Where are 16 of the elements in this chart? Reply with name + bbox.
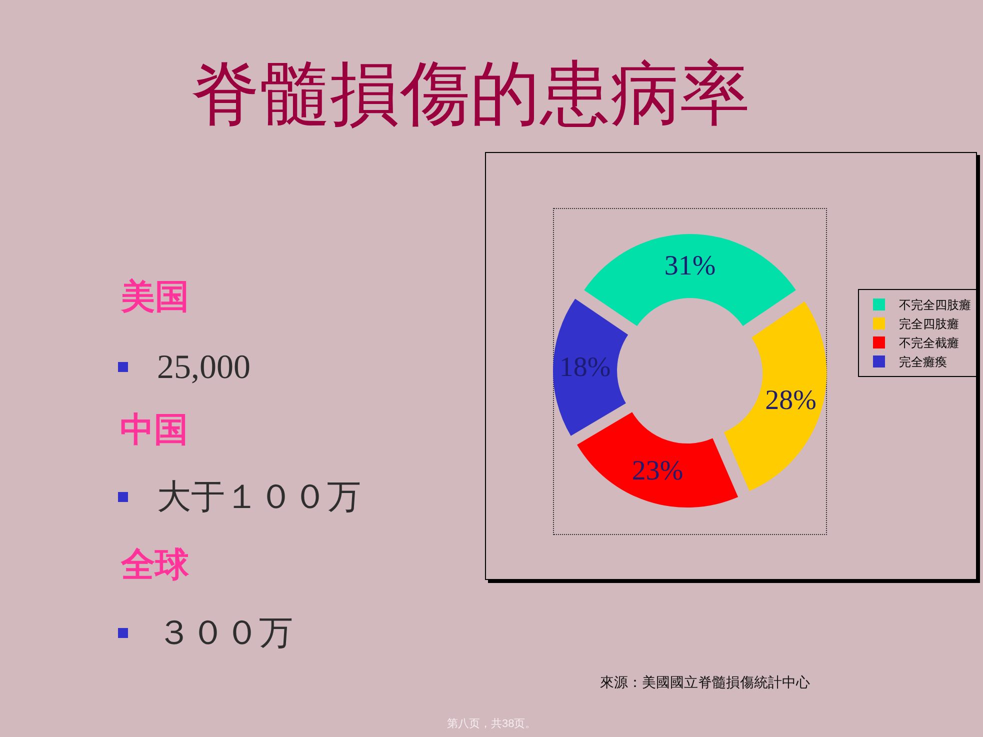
legend-label: 不完全截癱 bbox=[899, 336, 959, 350]
legend-label: 不完全四肢癱 bbox=[899, 298, 971, 312]
text: 來源：美國國立脊髓損傷統計中心 bbox=[600, 674, 810, 690]
legend-label: 完全癱瘓 bbox=[899, 355, 947, 370]
text: 美国 bbox=[120, 278, 189, 316]
text: 大于１００万 bbox=[157, 479, 361, 516]
data-label: 28% bbox=[765, 384, 816, 416]
data-label: 31% bbox=[664, 250, 716, 282]
chart-title: 脊髓損傷的患病率 bbox=[190, 56, 750, 134]
data-label: 23% bbox=[632, 455, 684, 486]
text: 全球 bbox=[120, 546, 190, 584]
text: 25,000 bbox=[157, 349, 250, 386]
text: 中国 bbox=[120, 411, 188, 449]
legend-label: 完全四肢癱 bbox=[899, 317, 959, 332]
data-label: 18% bbox=[559, 352, 611, 384]
text: ３００万 bbox=[157, 615, 293, 652]
